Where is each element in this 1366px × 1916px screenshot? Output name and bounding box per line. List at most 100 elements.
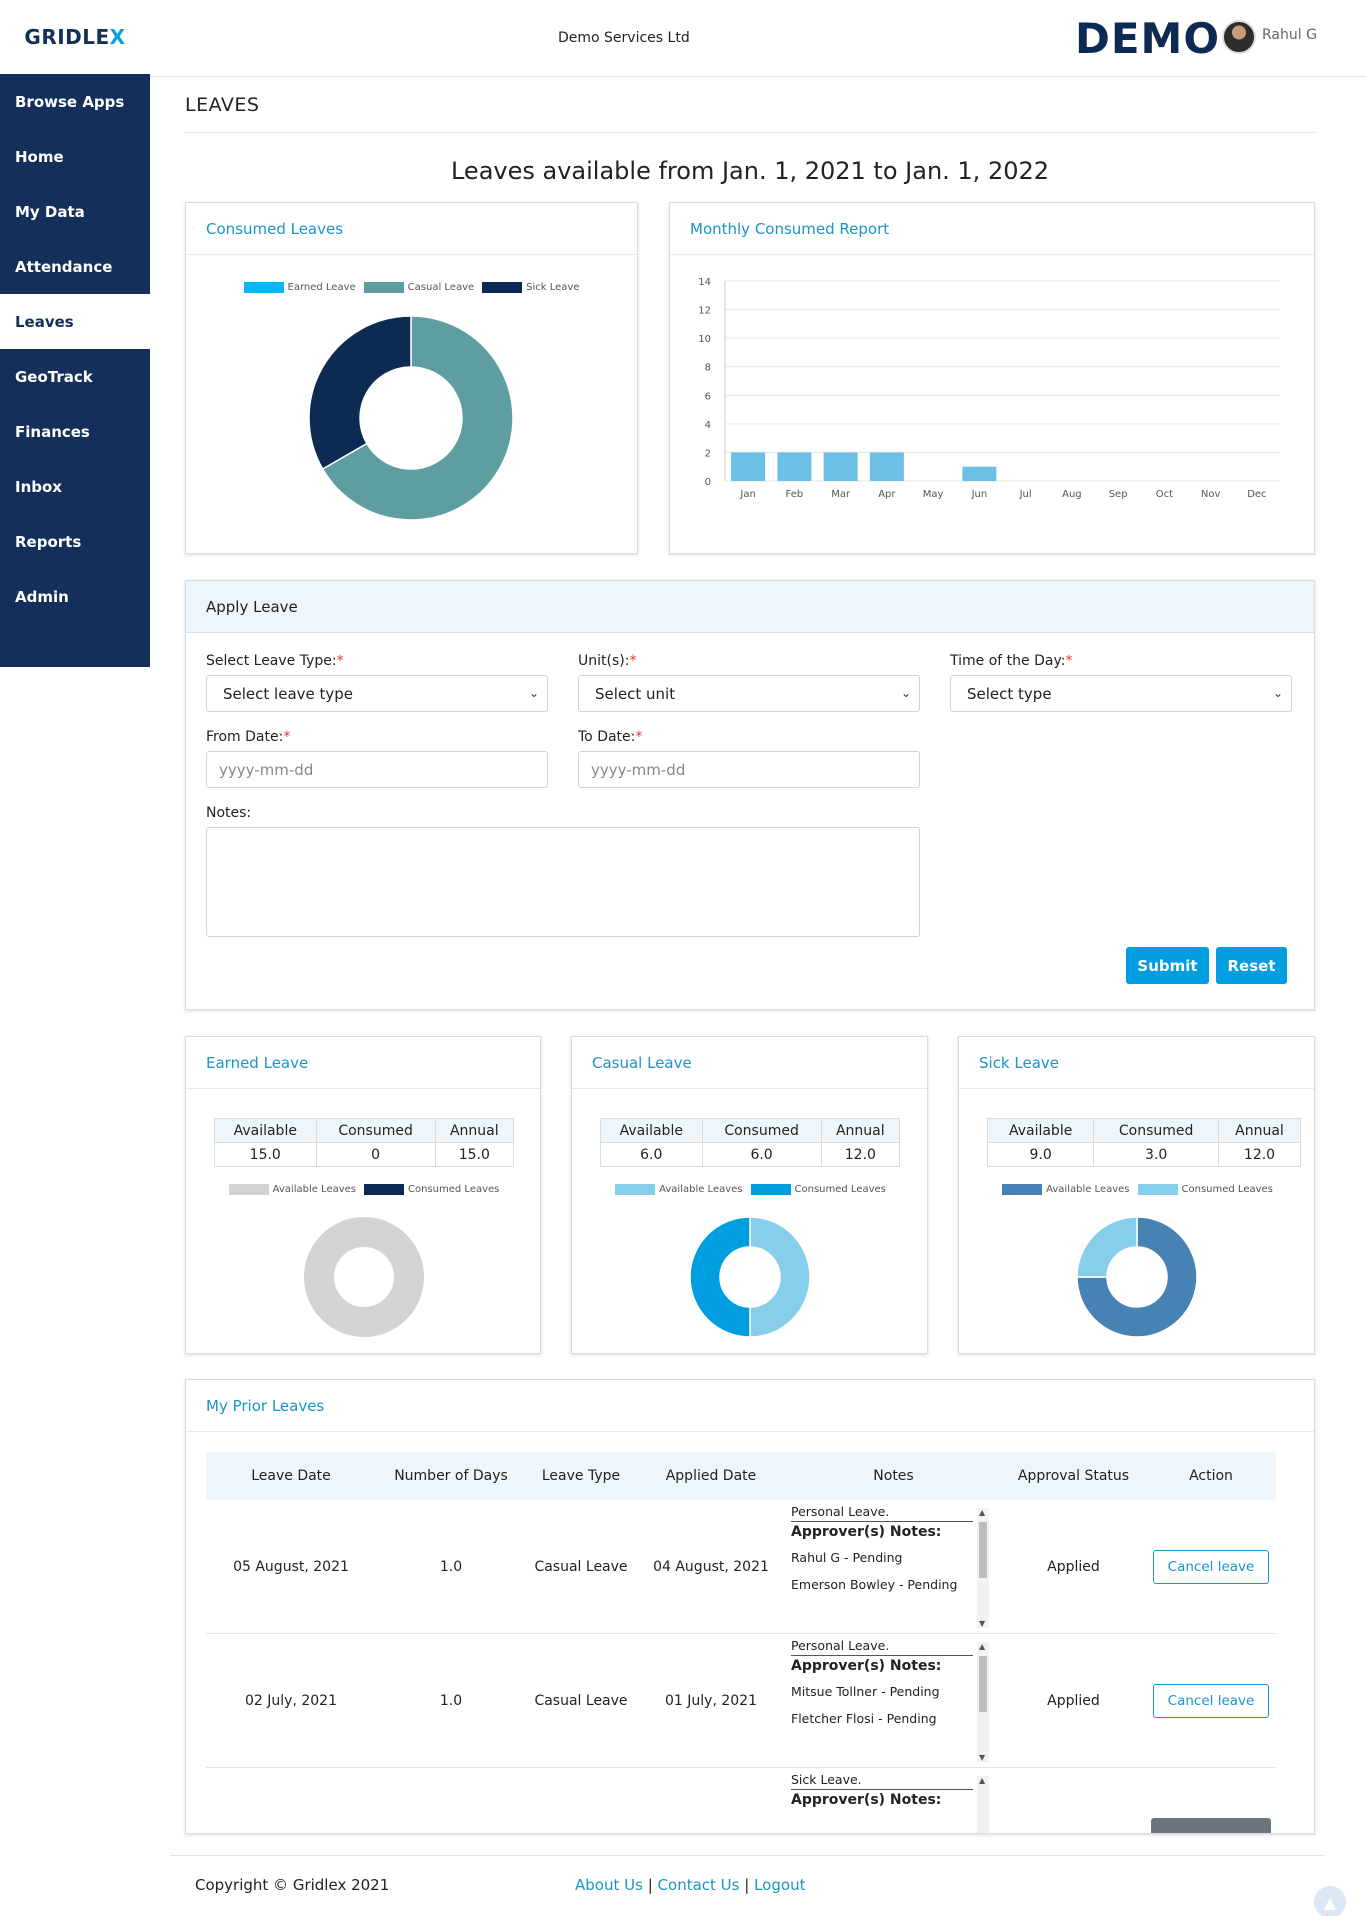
- consumed-value: 6.0: [701, 1142, 822, 1167]
- annual-value: 12.0: [820, 1142, 901, 1167]
- donut-slice[interactable]: [1076, 1216, 1198, 1338]
- col-notes[interactable]: Notes: [873, 1468, 914, 1484]
- col-action[interactable]: Action: [1189, 1468, 1233, 1484]
- donut-slice[interactable]: [308, 315, 412, 471]
- notes-textarea[interactable]: [206, 827, 920, 937]
- to-date-input[interactable]: yyyy-mm-dd: [578, 751, 920, 788]
- legend-item[interactable]: Consumed Leaves: [750, 1184, 886, 1195]
- sidebar-item-reports[interactable]: Reports: [15, 532, 82, 551]
- x-tick-label: Nov: [1201, 489, 1221, 500]
- sick-leave-card: Sick Leave Available Consumed Annual 9.0 3.…: [958, 1036, 1315, 1354]
- legend-item[interactable]: Sick Leave: [482, 282, 580, 293]
- legend-item[interactable]: Available Leaves: [615, 1184, 743, 1195]
- x-tick-label: May: [923, 489, 944, 500]
- col-leave-date[interactable]: Leave Date: [251, 1468, 331, 1484]
- scroll-down-icon[interactable]: ▼: [979, 1619, 986, 1628]
- donut-slice[interactable]: [749, 1216, 811, 1338]
- donut-slice[interactable]: [1076, 1216, 1138, 1278]
- sidebar-item-admin[interactable]: Admin: [15, 587, 69, 606]
- legend-item[interactable]: Consumed Leaves: [364, 1184, 499, 1195]
- user-name[interactable]: Rahul G: [1262, 27, 1317, 43]
- from-date-input[interactable]: yyyy-mm-dd: [206, 751, 548, 788]
- demo-logo: DEMO: [1075, 14, 1221, 63]
- bar[interactable]: [962, 466, 997, 481]
- y-tick-label: 6: [705, 391, 711, 402]
- donut-slice[interactable]: [321, 315, 514, 521]
- sidebar-item-home[interactable]: Home: [15, 147, 64, 166]
- available-header: Available: [600, 1118, 703, 1143]
- sick-balance-table: Available Consumed Annual 9.0 3.0 12.0: [986, 1118, 1302, 1167]
- submit-button[interactable]: Submit: [1126, 947, 1209, 984]
- leave-type-select[interactable]: Select leave type ⌄: [206, 675, 548, 712]
- col-number-of-days[interactable]: Number of Days: [394, 1468, 508, 1484]
- legend-item[interactable]: Available Leaves: [1002, 1184, 1130, 1195]
- scroll-down-icon[interactable]: ▼: [979, 1753, 986, 1762]
- available-value: 15.0: [214, 1142, 317, 1167]
- gridlex-logo[interactable]: GRIDLEX: [0, 0, 150, 74]
- legend-swatch: [1137, 1184, 1178, 1195]
- sidebar-item-attendance[interactable]: Attendance: [15, 257, 113, 276]
- bar[interactable]: [777, 452, 812, 481]
- apply-leave-card: Apply Leave Select Leave Type:* Select l…: [185, 580, 1315, 1010]
- units-select[interactable]: Select unit ⌄: [578, 675, 920, 712]
- notes-scrollbar[interactable]: ▲ ▼: [977, 1508, 989, 1628]
- cancel-leave-button[interactable]: Cancel leave: [1152, 1684, 1270, 1718]
- bar[interactable]: [823, 452, 858, 481]
- legend-label: Available Leaves: [1046, 1184, 1130, 1195]
- notes-scroll-box[interactable]: Personal Leave. Approver(s) Notes: Mitsu…: [791, 1638, 991, 1762]
- sidebar-item-browse-apps[interactable]: Browse Apps: [15, 92, 125, 111]
- sidebar-item-inbox[interactable]: Inbox: [15, 477, 62, 496]
- avatar[interactable]: [1222, 20, 1256, 54]
- sidebar-item-geotrack[interactable]: GeoTrack: [15, 367, 93, 386]
- footer: Copyright © Gridlex 2021 About Us | Cont…: [170, 1855, 1325, 1915]
- table-row: 15.0 0 15.0: [214, 1142, 515, 1167]
- annual-header: Annual: [434, 1118, 515, 1143]
- x-tick-label: Dec: [1247, 489, 1266, 500]
- casual-leave-card: Casual Leave Available Consumed Annual 6.0…: [571, 1036, 928, 1354]
- leave-note: Sick Leave.: [791, 1772, 973, 1790]
- reset-button[interactable]: Reset: [1216, 947, 1287, 984]
- scroll-up-icon[interactable]: ▲: [979, 1642, 986, 1651]
- sidebar-item-finances[interactable]: Finances: [15, 422, 90, 441]
- donut-slice[interactable]: [304, 1217, 424, 1337]
- col-leave-type[interactable]: Leave Type: [541, 1468, 621, 1484]
- from-date-placeholder: yyyy-mm-dd: [219, 760, 314, 779]
- legend-label: Available Leaves: [272, 1184, 357, 1195]
- legend-item[interactable]: Casual Leave: [363, 282, 474, 293]
- scroll-up-icon[interactable]: ▲: [979, 1776, 986, 1785]
- logout-link[interactable]: Logout: [754, 1876, 806, 1894]
- notes-scroll-box[interactable]: Sick Leave. Approver(s) Notes: ▲: [791, 1772, 991, 1833]
- bar[interactable]: [731, 452, 766, 481]
- days-cell: 1.0: [439, 1693, 463, 1709]
- sick-legend: Available Leaves Consumed Leaves: [959, 1184, 1316, 1195]
- legend-item[interactable]: Consumed Leaves: [1137, 1184, 1273, 1195]
- sidebar-item-leaves[interactable]: Leaves: [0, 294, 150, 349]
- scroll-to-top-button[interactable]: ▲: [1314, 1886, 1346, 1916]
- required-mark: *: [336, 653, 344, 669]
- notes-scrollbar[interactable]: ▲: [977, 1776, 989, 1833]
- scroll-thumb[interactable]: [979, 1522, 987, 1578]
- contact-us-link[interactable]: Contact Us: [657, 1876, 740, 1894]
- required-mark: *: [635, 729, 643, 745]
- time-of-day-select[interactable]: Select type ⌄: [950, 675, 1292, 712]
- notes-scroll-box[interactable]: Personal Leave. Approver(s) Notes: Rahul…: [791, 1504, 991, 1628]
- legend-item[interactable]: Earned Leave: [243, 282, 356, 293]
- legend-item[interactable]: Available Leaves: [228, 1184, 357, 1195]
- company-name: Demo Services Ltd: [558, 30, 690, 46]
- col-approval-status[interactable]: Approval Status: [1017, 1468, 1130, 1484]
- x-tick-label: Apr: [878, 489, 896, 500]
- about-us-link[interactable]: About Us: [575, 1876, 643, 1894]
- prior-leaves-header-row: Leave Date Number of Days Leave Type App…: [206, 1452, 1276, 1500]
- cancel-leave-button[interactable]: Cancel leave: [1152, 1550, 1270, 1584]
- notes-scrollbar[interactable]: ▲ ▼: [977, 1642, 989, 1762]
- prior-leaves-title: My Prior Leaves: [186, 1380, 1314, 1432]
- sidebar-item-my-data[interactable]: My Data: [15, 202, 85, 221]
- cancel-leave-button-disabled[interactable]: [1151, 1818, 1271, 1833]
- donut-slice[interactable]: [689, 1216, 751, 1338]
- y-tick-label: 8: [705, 363, 711, 374]
- scroll-up-icon[interactable]: ▲: [979, 1508, 986, 1517]
- bar[interactable]: [869, 452, 904, 481]
- col-applied-date[interactable]: Applied Date: [665, 1468, 757, 1484]
- monthly-report-title: Monthly Consumed Report: [670, 203, 1314, 255]
- scroll-thumb[interactable]: [979, 1656, 987, 1712]
